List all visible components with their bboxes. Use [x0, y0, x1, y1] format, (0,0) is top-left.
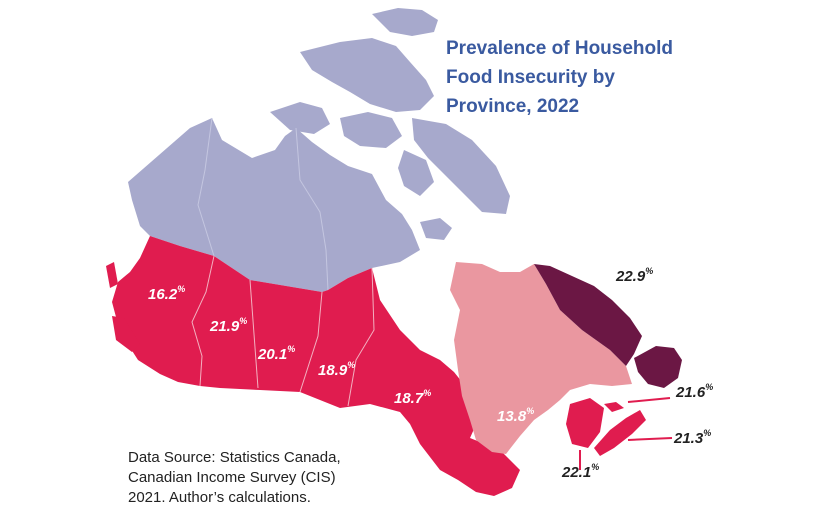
unit: %: [703, 428, 712, 438]
value: 22.9: [616, 268, 646, 285]
quebec-region: [450, 262, 632, 454]
value: 21.3: [674, 430, 704, 447]
label-manitoba: 18.9%: [318, 360, 356, 379]
map-title: Prevalence of Household Food Insecurity …: [446, 34, 776, 121]
label-newfoundland-labrador: 22.9%: [616, 266, 654, 285]
anticosti-island: [586, 368, 606, 376]
value: 22.1: [562, 464, 592, 481]
newfoundland-island: [634, 346, 682, 388]
source-line: Data Source: Statistics Canada,: [128, 449, 341, 466]
source-line: 2021. Author’s calculations.: [128, 489, 311, 506]
title-line: Province, 2022: [446, 96, 580, 117]
source-line: Canadian Income Survey (CIS): [128, 469, 336, 486]
vancouver-island: [112, 316, 140, 352]
value: 20.1: [258, 346, 288, 363]
territories-region: [128, 118, 420, 292]
pei-region: [604, 402, 624, 412]
arctic-island: [340, 112, 402, 148]
nova-scotia-region: [594, 410, 646, 456]
unit: %: [423, 388, 432, 398]
label-saskatchewan: 20.1%: [258, 344, 296, 363]
arctic-island: [372, 8, 438, 36]
labrador-region: [534, 264, 642, 366]
haida-gwaii: [106, 262, 118, 288]
arctic-island: [412, 118, 510, 214]
unit: %: [645, 266, 654, 276]
unit: %: [287, 344, 296, 354]
data-source-note: Data Source: Statistics Canada, Canadian…: [128, 448, 428, 508]
title-line: Prevalence of Household: [446, 38, 674, 59]
unit: %: [239, 316, 248, 326]
value: 21.9: [210, 318, 240, 335]
unit: %: [347, 360, 356, 370]
arctic-island: [398, 150, 434, 196]
label-ontario: 18.7%: [394, 388, 432, 407]
value: 18.7: [394, 390, 424, 407]
title-line: Food Insecurity by: [446, 67, 615, 88]
value: 18.9: [318, 362, 348, 379]
unit: %: [177, 284, 186, 294]
label-quebec: 13.8%: [497, 406, 535, 425]
label-alberta: 21.9%: [210, 316, 248, 335]
unit: %: [705, 382, 714, 392]
value: 13.8: [497, 408, 527, 425]
arctic-island: [270, 102, 330, 134]
label-nova-scotia: 21.3%: [674, 428, 712, 447]
label-british-columbia: 16.2%: [148, 284, 186, 303]
label-pei: 21.6%: [676, 382, 714, 401]
new-brunswick-region: [566, 398, 604, 448]
value: 21.6: [676, 384, 706, 401]
label-new-brunswick: 22.1%: [562, 462, 600, 481]
unit: %: [526, 406, 535, 416]
pei-leader-line: [627, 397, 671, 403]
southampton-island: [420, 218, 452, 240]
ns-leader-line: [627, 437, 673, 441]
unit: %: [591, 462, 600, 472]
arctic-island: [300, 38, 434, 112]
western-central-provinces: [112, 236, 520, 496]
value: 16.2: [148, 286, 178, 303]
